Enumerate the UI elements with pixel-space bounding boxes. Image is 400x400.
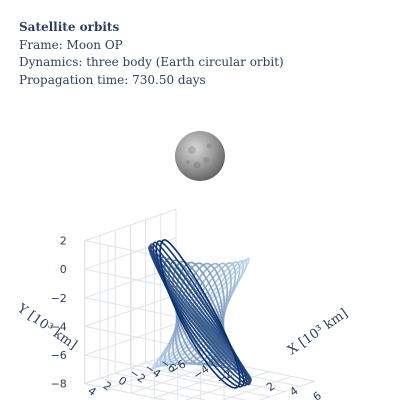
orbit-line: [168, 262, 232, 366]
y-tick-label: 2: [101, 379, 114, 394]
propagation-label: Propagation time: 730.50 days: [19, 72, 206, 87]
x-axis-label: X [10³ km]: [285, 306, 351, 358]
orbit-line: [163, 262, 237, 366]
z-tick-label: 0: [60, 263, 67, 276]
y-axis-label: Y [10³ km]: [14, 301, 80, 353]
z-tick-label: −6: [51, 349, 67, 362]
moon-crater: [186, 160, 190, 164]
y-tick-label: 0: [116, 374, 129, 389]
y-tick-label: 4: [85, 384, 98, 399]
z-tick-label: −2: [51, 292, 67, 305]
orbit-line: [150, 257, 250, 371]
moon-crater: [206, 143, 212, 149]
frame-label: Frame: Moon OP: [19, 37, 123, 52]
dynamics-label: Dynamics: three body (Earth circular orb…: [19, 55, 284, 69]
moon-crater: [203, 157, 209, 163]
grid-line: [221, 375, 293, 400]
grid-line: [184, 371, 269, 400]
orbit-traces: [148, 239, 252, 389]
orbit-line: [174, 262, 226, 365]
orbit-line: [171, 262, 229, 365]
moon-disk: [175, 131, 225, 181]
z-tick-label: −4: [51, 320, 67, 333]
moon-sphere: [175, 131, 225, 181]
x-tick-label: 6: [311, 389, 324, 400]
z-tick-label: −8: [51, 378, 67, 391]
z-tick-label: 2: [60, 235, 67, 248]
orbit-line: [148, 244, 252, 384]
orbit-line: [159, 239, 241, 389]
moon-crater: [188, 146, 196, 154]
chart-title: Satellite orbits: [19, 20, 120, 34]
grid-line: [131, 361, 223, 394]
grid-line: [258, 380, 316, 400]
chart-header: Satellite orbits Frame: Moon OP Dynamics…: [19, 19, 284, 89]
moon-crater: [193, 161, 201, 169]
